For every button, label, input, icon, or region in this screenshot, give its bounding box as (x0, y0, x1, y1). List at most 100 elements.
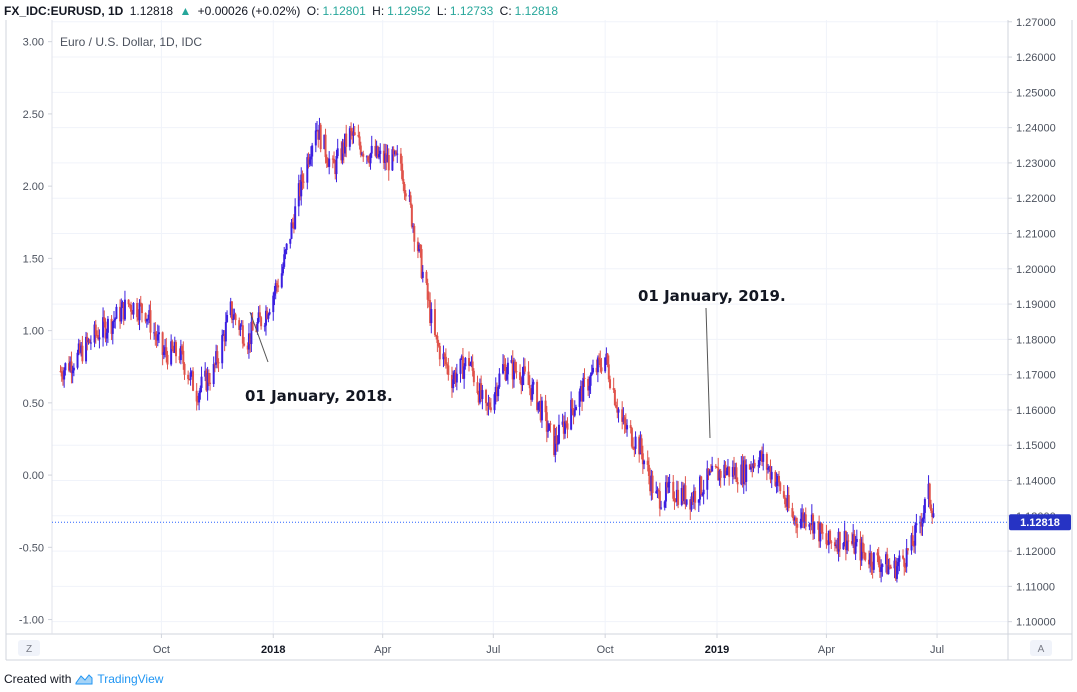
candle (260, 315, 263, 330)
candle (692, 484, 695, 509)
candle (195, 383, 198, 411)
candle (700, 475, 703, 497)
candle (281, 262, 284, 276)
price-chart[interactable]: Euro / U.S. Dollar, 1D, IDC 3.00 2.50 2.00… (0, 0, 1077, 670)
candle (283, 246, 286, 269)
candle (634, 431, 637, 455)
candle (221, 329, 224, 369)
tradingview-brand[interactable]: TradingView (97, 672, 164, 686)
candle (769, 459, 772, 484)
candle (277, 278, 280, 292)
candle (571, 398, 574, 416)
candle (402, 170, 405, 192)
auto-scale-button[interactable] (1030, 640, 1052, 656)
candle (105, 328, 108, 346)
candle (273, 285, 276, 306)
right-tick-label: 1.11000 (1016, 581, 1055, 593)
candle (837, 528, 840, 562)
candle (512, 357, 515, 388)
candle (538, 400, 541, 412)
candle (765, 452, 768, 481)
candle (318, 117, 321, 140)
right-tick-label: 1.26000 (1016, 52, 1056, 64)
candle (421, 265, 424, 283)
candle (249, 333, 252, 353)
candle (579, 380, 582, 402)
candle (114, 317, 117, 329)
candle (638, 434, 641, 463)
candle (299, 179, 302, 201)
left-tick-label: 2.00 (23, 181, 44, 193)
candle (743, 455, 746, 486)
candle (854, 536, 857, 560)
candle (239, 323, 242, 337)
candle (599, 350, 602, 373)
chart-grid (52, 20, 1008, 634)
symbol-header: FX_IDC:EURUSD, 1D 1.12818 ▲ +0.00026 (+0… (4, 2, 561, 20)
candle (846, 532, 849, 555)
price-change: +0.00026 (+0.02%) (197, 4, 301, 18)
candle (621, 401, 624, 430)
candle (442, 345, 445, 368)
candle (583, 368, 586, 387)
annotation-2018-pointer (249, 311, 269, 363)
candle (759, 449, 762, 461)
candle (311, 142, 314, 167)
candle (147, 314, 150, 325)
candle (104, 318, 107, 343)
candle (751, 463, 754, 478)
candle (233, 308, 236, 320)
annotation-2019-label: 01 January, 2019. (638, 287, 786, 305)
candle (804, 507, 807, 531)
candle (530, 388, 533, 406)
candle (102, 307, 105, 347)
symbol-name[interactable]: FX_IDC:EURUSD, 1D (4, 4, 124, 18)
candle (861, 534, 864, 559)
candle (246, 342, 249, 355)
candle (181, 344, 184, 355)
time-tick-label: Apr (374, 644, 391, 656)
candle (748, 463, 751, 470)
candle (217, 358, 220, 373)
log-scale-button-left[interactable] (18, 640, 40, 656)
right-tick-label: 1.20000 (1016, 264, 1056, 276)
candle (514, 359, 517, 374)
candle (505, 366, 508, 381)
candle (898, 550, 901, 572)
candle (123, 290, 126, 321)
high-label: H: (372, 4, 385, 18)
candle (385, 144, 388, 171)
candle (718, 469, 721, 486)
candle (413, 223, 416, 252)
candle (308, 153, 311, 167)
candle (623, 415, 626, 434)
candle (735, 462, 738, 483)
candle (69, 356, 72, 373)
candle (309, 146, 312, 167)
candle (624, 413, 627, 433)
candle (224, 312, 227, 347)
candle (646, 450, 649, 472)
candle (95, 330, 98, 338)
candle (463, 363, 466, 389)
candle (446, 362, 449, 375)
candle (447, 357, 450, 381)
candle (341, 138, 344, 165)
candle (264, 305, 267, 336)
right-tick-label: 1.22000 (1016, 193, 1056, 205)
candle (905, 539, 908, 573)
candle (706, 460, 709, 500)
candle (684, 476, 687, 510)
candle (691, 492, 694, 506)
candle (838, 531, 841, 557)
candle (843, 520, 846, 547)
candle (656, 486, 659, 499)
candle (450, 366, 453, 398)
candle (444, 348, 447, 369)
left-tick-label: 2.50 (23, 109, 44, 121)
candle (919, 515, 922, 534)
candle (812, 513, 815, 540)
candle (903, 557, 906, 576)
candle (757, 460, 760, 474)
candle (630, 426, 633, 449)
